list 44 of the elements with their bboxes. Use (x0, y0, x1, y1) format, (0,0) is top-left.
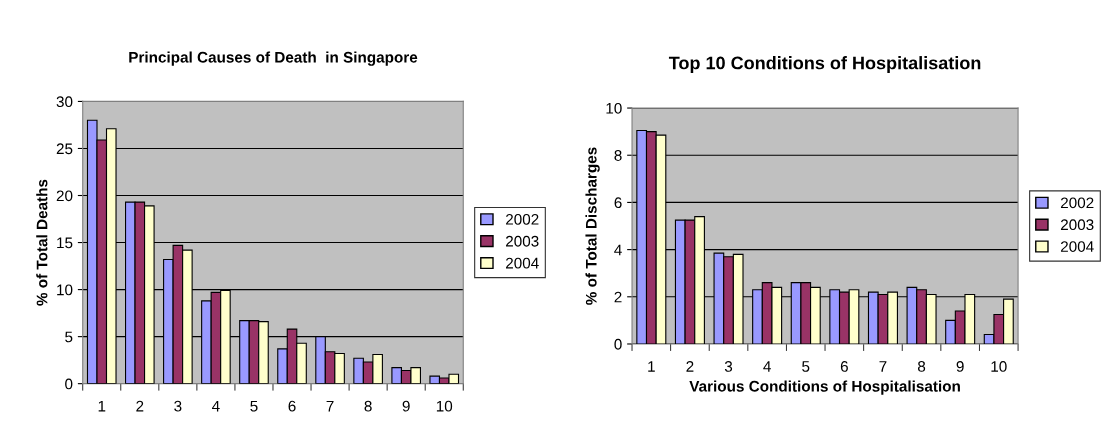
y-axis-title: % of Total Deaths (36, 179, 48, 306)
x-tick-label: 1 (648, 361, 655, 372)
x-tick-label: 7 (326, 400, 334, 412)
y-tick-label: 10 (57, 284, 73, 296)
x-tick-label: 8 (364, 400, 372, 412)
x-tick-label: 6 (288, 400, 296, 412)
y-tick-label: 20 (56, 190, 73, 202)
y-tick-label: 30 (56, 96, 73, 108)
x-tick-label: 1 (98, 400, 106, 412)
x-tick-label: 3 (724, 361, 733, 372)
y-tick-label: 8 (614, 150, 622, 161)
y-tick-label: 15 (57, 237, 73, 249)
x-tick-label: 8 (917, 361, 926, 372)
y-tick-label: 4 (614, 244, 622, 256)
legend-label: 2004 (506, 257, 539, 269)
x-tick-label: 9 (956, 361, 964, 372)
y-tick-label: 5 (65, 331, 73, 343)
x-tick-label: 2 (686, 361, 694, 372)
x-tick-label: 4 (763, 361, 771, 372)
x-tick-label: 6 (840, 361, 848, 372)
x-tick-label: 3 (174, 400, 182, 412)
x-tick-label: 10 (991, 361, 1007, 372)
chart-title: Principal Causes of Death in Singapore (129, 51, 418, 66)
x-tick-label: 10 (436, 400, 453, 412)
x-tick-label: 9 (402, 400, 410, 412)
y-tick-label: 0 (614, 338, 622, 350)
x-axis-title: Various Conditions of Hospitalisation (689, 380, 960, 395)
y-tick-label: 25 (56, 143, 73, 155)
y-tick-label: 2 (614, 291, 622, 303)
y-axis-title: % of Total Discharges (585, 147, 600, 305)
y-tick-label: 0 (65, 378, 73, 390)
x-tick-label: 5 (250, 400, 258, 412)
x-tick-label: 7 (879, 361, 887, 372)
y-tick-label: 10 (606, 102, 622, 114)
legend-label: 2004 (1060, 241, 1094, 252)
legend-label: 2003 (1060, 219, 1094, 231)
chart-title: Top 10 Conditions of Hospitalisation (668, 56, 981, 73)
x-tick-label: 4 (212, 400, 220, 412)
y-tick-label: 6 (614, 197, 622, 209)
x-tick-label: 2 (136, 400, 144, 412)
x-tick-label: 5 (802, 361, 810, 372)
legend-label: 2003 (506, 235, 539, 247)
legend-label: 2002 (1060, 197, 1094, 209)
legend-label: 2002 (506, 213, 539, 225)
